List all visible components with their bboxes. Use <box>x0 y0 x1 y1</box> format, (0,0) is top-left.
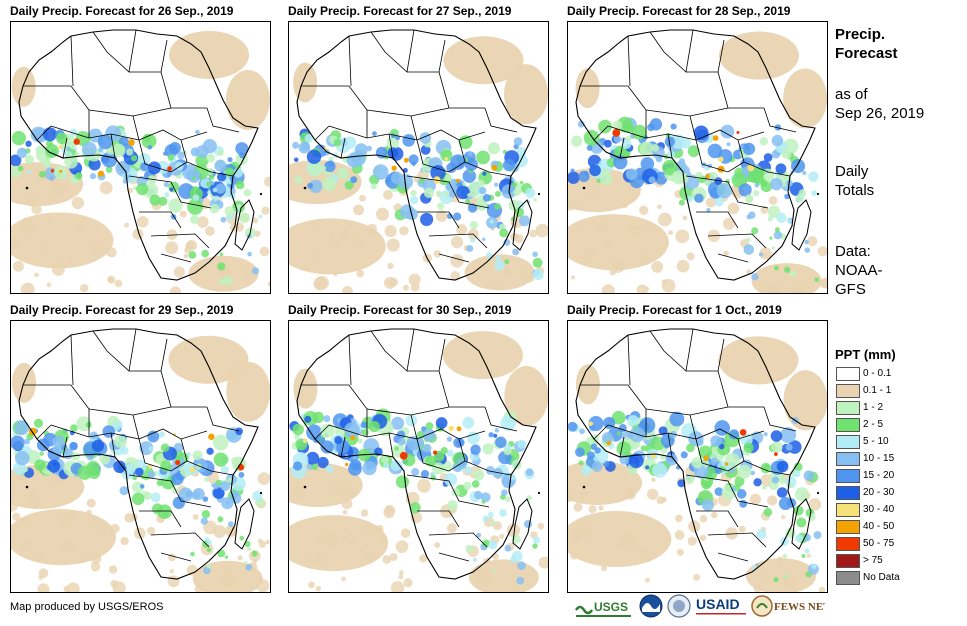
data-line1: Data: <box>835 243 871 260</box>
legend-label: 0 - 0.1 <box>863 368 892 379</box>
logo-strip: USGS USAID FEWS NET <box>574 594 831 622</box>
precip-map <box>288 320 549 593</box>
fews-net-logo-text: FEWS NET <box>774 601 825 613</box>
legend-swatch <box>836 486 860 500</box>
panel-title: Daily Precip. Forecast for 29 Sep., 2019 <box>10 303 234 317</box>
legend-swatch <box>836 571 860 585</box>
legend-label: 1 - 2 <box>863 402 884 413</box>
daily-line1: Daily <box>835 163 869 180</box>
sidebar-title-line2: Forecast <box>835 45 898 62</box>
sidebar-asof: as of Sep 26, 2019 <box>835 85 924 123</box>
precip-map <box>10 21 271 294</box>
daily-line2: Totals <box>835 182 875 199</box>
panel-title: Daily Precip. Forecast for 26 Sep., 2019 <box>10 4 234 18</box>
panel-title: Daily Precip. Forecast for 27 Sep., 2019 <box>288 4 512 18</box>
legend-label: 50 - 75 <box>863 538 895 549</box>
sidebar-data-source: Data: NOAA- GFS <box>835 242 883 299</box>
legend-label: 40 - 50 <box>863 521 895 532</box>
noaa-logo <box>639 594 663 620</box>
panel-title: Daily Precip. Forecast for 28 Sep., 2019 <box>567 4 791 18</box>
precip-map <box>10 320 271 593</box>
map-panel-6: Daily Precip. Forecast for 1 Oct., 2019 <box>567 303 828 593</box>
panel-title: Daily Precip. Forecast for 1 Oct., 2019 <box>567 303 782 317</box>
map-credit: Map produced by USGS/EROS <box>10 601 164 613</box>
sidebar-title-line1: Precip. <box>835 26 886 43</box>
legend-swatch <box>836 418 860 432</box>
legend-swatch <box>836 537 860 551</box>
legend-swatch <box>836 452 860 466</box>
doi-seal-icon <box>667 594 691 620</box>
data-line2: NOAA- <box>835 262 883 279</box>
precip-map <box>288 21 549 294</box>
legend-swatch <box>836 367 860 381</box>
asof-date: Sep 26, 2019 <box>835 105 925 122</box>
map-panel-2: Daily Precip. Forecast for 27 Sep., 2019 <box>288 4 549 294</box>
sidebar-title: Precip. Forecast <box>835 25 898 63</box>
legend-swatch <box>836 435 860 449</box>
legend-label: 20 - 30 <box>863 487 895 498</box>
usaid-logo-text: USAID <box>696 596 740 612</box>
legend-label: 2 - 5 <box>863 419 884 430</box>
legend-swatch <box>836 384 860 398</box>
map-panel-4: Daily Precip. Forecast for 29 Sep., 2019 <box>10 303 271 593</box>
legend-label: No Data <box>863 572 900 583</box>
legend-label: 5 - 10 <box>863 436 889 447</box>
precip-map <box>567 21 828 294</box>
legend-label: 10 - 15 <box>863 453 895 464</box>
asof-label: as of <box>835 86 868 103</box>
precip-map <box>567 320 828 593</box>
legend-label: 15 - 20 <box>863 470 895 481</box>
legend-swatch <box>836 503 860 517</box>
usgs-logo: USGS <box>574 594 633 620</box>
usaid-logo: USAID <box>695 594 749 620</box>
legend-title: PPT (mm) <box>835 347 896 362</box>
data-line3: GFS <box>835 281 866 298</box>
legend-label: 30 - 40 <box>863 504 895 515</box>
fews-net-logo: FEWS NET <box>751 594 831 620</box>
legend-swatch <box>836 520 860 534</box>
legend-label: 0.1 - 1 <box>863 385 892 396</box>
panel-title: Daily Precip. Forecast for 30 Sep., 2019 <box>288 303 512 317</box>
map-panel-1: Daily Precip. Forecast for 26 Sep., 2019 <box>10 4 271 294</box>
legend-label: > 75 <box>863 555 883 566</box>
usgs-logo-text: USGS <box>594 600 628 614</box>
legend-swatch <box>836 401 860 415</box>
legend-swatch <box>836 469 860 483</box>
map-panel-3: Daily Precip. Forecast for 28 Sep., 2019 <box>567 4 828 294</box>
legend-swatch <box>836 554 860 568</box>
map-panel-5: Daily Precip. Forecast for 30 Sep., 2019 <box>288 303 549 593</box>
sidebar-daily: Daily Totals <box>835 162 874 200</box>
